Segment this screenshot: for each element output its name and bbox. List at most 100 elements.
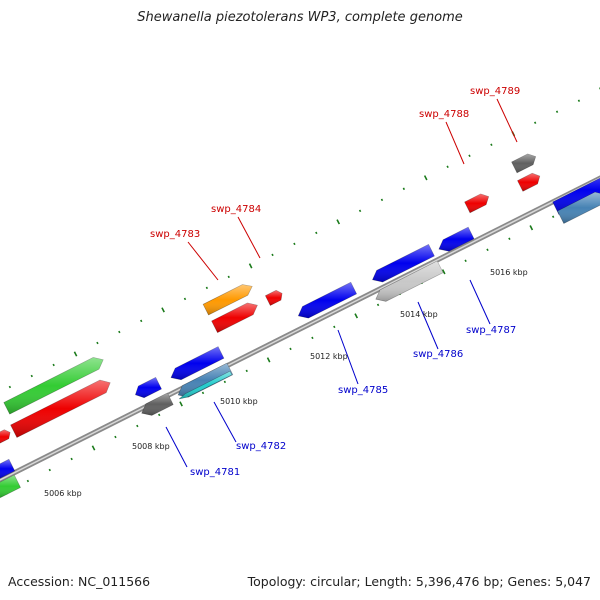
tick-mark: [423, 175, 428, 181]
gene-swp-4781[interactable]: [141, 392, 174, 416]
gene-swp-4788-shade: [464, 193, 489, 213]
gene-swp-4785[interactable]: [297, 281, 358, 319]
tick-mark: [248, 263, 253, 269]
gene-blue-right[interactable]: [552, 165, 600, 215]
tick-mark: [354, 313, 359, 319]
tick-mark: [201, 391, 205, 395]
gene-swp-4787[interactable]: [438, 226, 475, 252]
tick-mark: [223, 380, 227, 384]
leader-swp-4786: [417, 301, 439, 350]
tick-mark: [52, 363, 55, 367]
gene-blue-4782a-shade: [171, 346, 224, 380]
gene-label-swp-4788[interactable]: swp_4788: [419, 109, 469, 120]
gene-cyan-stripe[interactable]: [178, 370, 233, 400]
gene-blue-4786a[interactable]: [372, 243, 435, 283]
gene-green-lower-left[interactable]: [0, 474, 21, 498]
leader-swp-4787: [469, 279, 491, 325]
scale-label-5016: 5016 kbp: [490, 268, 528, 277]
tick-mark: [70, 457, 73, 461]
tick-mark: [271, 253, 274, 257]
gene-red-left-shade: [10, 380, 111, 438]
leader-swp-4782: [213, 401, 237, 443]
gene-red-4789b-shade: [517, 173, 540, 192]
gene-swp-4786[interactable]: [375, 260, 444, 302]
tick-mark: [293, 242, 296, 246]
gene-swp-4787-shade: [438, 227, 474, 252]
gene-red-small-left[interactable]: [0, 429, 11, 444]
tick-mark: [205, 286, 209, 290]
tick-mark: [577, 99, 581, 102]
tick-mark: [529, 225, 534, 231]
tick-mark: [555, 110, 559, 113]
gene-red-small-left-shade: [0, 429, 11, 444]
tick-mark: [380, 198, 384, 202]
tick-mark: [26, 479, 30, 483]
gene-steelblue-right-shade: [557, 192, 600, 224]
tick-mark: [227, 275, 230, 279]
tick-marks: [4, 87, 600, 495]
gene-blue-4781a[interactable]: [135, 376, 162, 399]
gene-label-swp-4784[interactable]: swp_4784: [211, 204, 261, 215]
leader-swp-4781: [165, 426, 188, 468]
scale-label-5010: 5010 kbp: [220, 397, 258, 406]
gene-blue-right-shade: [552, 178, 600, 215]
tick-mark: [96, 341, 99, 345]
tick-mark: [140, 319, 143, 323]
gene-label-swp-4781[interactable]: swp_4781: [190, 467, 240, 478]
gene-swp-4789-shade: [511, 153, 536, 173]
genome-summary-text: Topology: circular; Length: 5,396,476 bp…: [247, 574, 591, 589]
lower-tick-row: [4, 193, 599, 495]
tick-mark: [91, 445, 96, 451]
scale-label-5006: 5006 kbp: [44, 489, 82, 498]
tick-mark: [486, 248, 489, 252]
gene-red-4783b-shade: [211, 303, 258, 333]
scale-label-5012: 5012 kbp: [310, 352, 348, 361]
gene-swp-4784[interactable]: [264, 289, 283, 306]
leader-swp-4788: [445, 121, 465, 165]
gene-red-left[interactable]: [10, 379, 111, 438]
tick-mark: [315, 231, 318, 235]
gene-blue-small-left[interactable]: [0, 458, 16, 479]
label-leaders: [165, 98, 518, 468]
gene-swp-4781-shade: [141, 393, 174, 416]
gene-steelblue-right[interactable]: [557, 191, 600, 224]
gene-red-4783b[interactable]: [211, 302, 258, 334]
gene-label-swp-4782[interactable]: swp_4782: [236, 441, 286, 452]
gene-swp-4785-shade: [298, 282, 357, 319]
tick-mark: [266, 357, 271, 363]
leader-swp-4783: [187, 241, 219, 281]
tick-mark: [161, 307, 165, 313]
gene-blue-4786a-shade: [372, 244, 435, 282]
leader-swp-4785: [337, 329, 359, 385]
gene-red-4789b[interactable]: [517, 172, 541, 192]
tick-mark: [118, 330, 121, 334]
tick-mark: [508, 237, 511, 241]
gene-blue-4782a[interactable]: [170, 346, 225, 381]
gene-label-swp-4783[interactable]: swp_4783: [150, 229, 200, 240]
gene-swp-4789[interactable]: [511, 153, 537, 174]
tick-mark: [245, 369, 248, 373]
scale-label-5008: 5008 kbp: [132, 442, 170, 451]
tick-mark: [441, 269, 446, 275]
accession-text: Accession: NC_011566: [8, 574, 151, 589]
map-title: Shewanella piezotolerans WP3, complete g…: [137, 10, 463, 25]
gene-swp-4788[interactable]: [464, 193, 490, 214]
tick-mark: [552, 215, 555, 219]
tick-mark: [490, 143, 493, 147]
gene-swp-4784-shade: [265, 290, 283, 306]
gene-green-upper[interactable]: [3, 357, 104, 415]
tick-mark: [402, 187, 406, 191]
gene-swp-4782-shade: [178, 363, 233, 398]
gene-label-swp-4786[interactable]: swp_4786: [413, 349, 463, 360]
gene-swp-4783[interactable]: [202, 284, 253, 316]
tick-mark: [179, 401, 183, 407]
tick-mark: [158, 413, 161, 417]
tick-mark: [333, 325, 336, 329]
gene-label-swp-4789[interactable]: swp_4789: [470, 86, 520, 97]
gene-label-swp-4785[interactable]: swp_4785: [338, 385, 388, 396]
gene-blue-small-left-shade: [0, 459, 15, 479]
tick-mark: [30, 374, 33, 378]
gene-label-swp-4787[interactable]: swp_4787: [466, 325, 516, 336]
tick-mark: [136, 424, 139, 428]
tick-mark: [468, 154, 471, 158]
